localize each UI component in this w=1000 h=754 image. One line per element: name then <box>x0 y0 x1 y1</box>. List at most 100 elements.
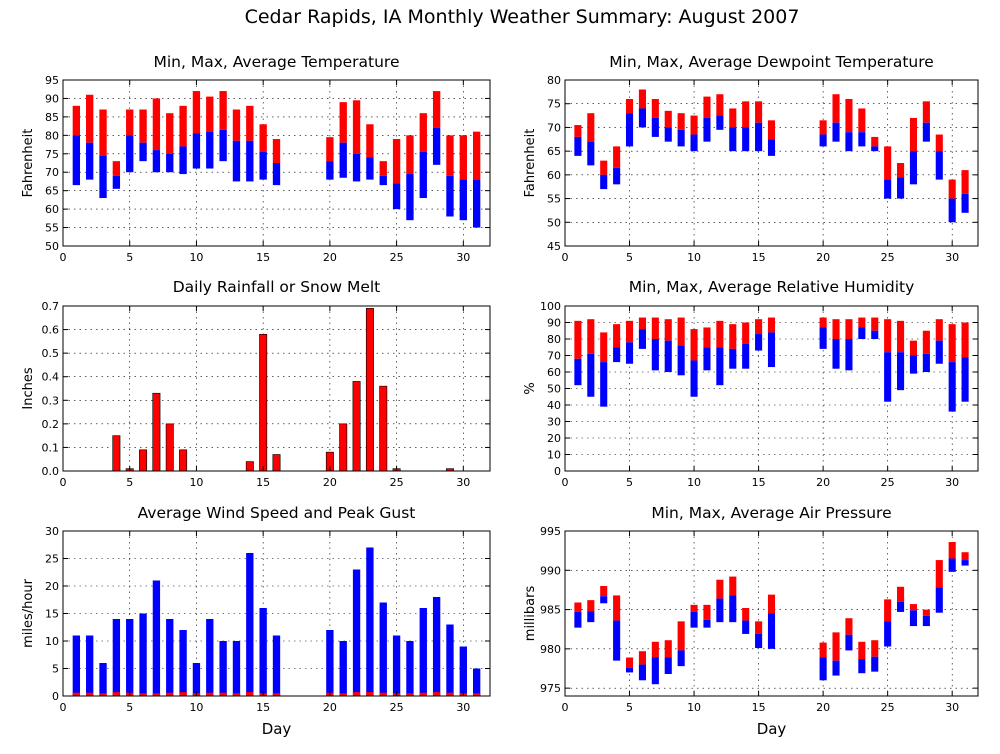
bar-max-day-7 <box>651 317 659 339</box>
bar-max-day-21 <box>832 632 840 661</box>
bar-gust-day-21 <box>339 641 347 696</box>
bar-avgwind-day-28 <box>432 692 441 696</box>
ytick-label: 980 <box>540 643 561 656</box>
bar-max-day-16 <box>767 317 776 333</box>
x-axis-label-pressure: Day <box>757 720 787 738</box>
xtick-label: 10 <box>687 251 701 264</box>
bar-max-day-10 <box>192 91 201 134</box>
bar-max-day-2 <box>587 319 595 354</box>
bar-min-day-7 <box>152 150 161 173</box>
ytick-label: 0.0 <box>42 465 60 478</box>
bar-max-day-29 <box>935 319 943 341</box>
bar-gust-day-28 <box>432 597 441 696</box>
bar-max-day-2 <box>587 113 595 142</box>
bar-gust-day-8 <box>166 619 174 696</box>
bar-max-day-22 <box>845 618 853 635</box>
bar-min-day-22 <box>845 634 853 651</box>
bar-max-day-24 <box>871 640 879 657</box>
ytick-label: 20 <box>547 432 561 445</box>
xtick-label: 20 <box>323 476 337 489</box>
bar-min-day-5 <box>625 342 634 364</box>
bar-min-day-9 <box>677 345 685 376</box>
bar-min-day-24 <box>871 656 879 672</box>
ytick-label: 0.4 <box>42 371 60 384</box>
plot-frame-temperature <box>62 79 491 247</box>
bar-min-day-12 <box>219 129 227 162</box>
page-title: Cedar Rapids, IA Monthly Weather Summary… <box>245 6 800 28</box>
bar-rain-day-8 <box>165 423 174 472</box>
xtick-label: 15 <box>752 701 766 714</box>
bar-max-day-4 <box>613 595 621 621</box>
chart-dewpoint: Min, Max, Average Dewpoint Temperature 45… <box>523 53 979 264</box>
bar-min-day-2 <box>587 353 595 397</box>
bar-min-day-4 <box>613 167 621 185</box>
xtick-label: 30 <box>945 701 959 714</box>
bar-max-day-31 <box>961 170 969 194</box>
bar-min-day-16 <box>272 163 281 186</box>
bar-max-day-3 <box>600 332 608 363</box>
bar-max-day-10 <box>690 329 698 361</box>
bar-min-day-25 <box>392 183 401 210</box>
xtick-label: 10 <box>687 476 701 489</box>
bar-max-day-1 <box>574 320 582 359</box>
bar-max-day-20 <box>819 317 827 328</box>
ytick-label: 95 <box>45 74 59 87</box>
bar-max-day-20 <box>326 137 334 162</box>
chart-title-temperature: Min, Max, Average Temperature <box>153 53 399 71</box>
bar-min-day-26 <box>897 177 905 199</box>
bar-max-day-14 <box>742 608 750 621</box>
ytick-label: 45 <box>547 240 561 253</box>
bar-min-day-8 <box>664 340 672 372</box>
ytick-label: 985 <box>540 604 561 617</box>
bar-min-day-6 <box>638 329 646 349</box>
bar-max-day-22 <box>845 319 853 339</box>
bar-max-day-26 <box>406 135 414 175</box>
xtick-label: 0 <box>60 701 67 714</box>
bar-min-day-16 <box>767 613 776 649</box>
xtick-label: 10 <box>189 701 203 714</box>
bar-max-day-8 <box>664 319 672 341</box>
bar-max-day-29 <box>935 134 943 152</box>
bar-min-day-14 <box>742 127 750 152</box>
bar-min-day-5 <box>625 113 634 147</box>
bar-min-day-30 <box>459 179 467 221</box>
chart-title-rainfall: Daily Rainfall or Snow Melt <box>173 278 381 296</box>
y-axis-label-temperature: Fahrenheit <box>21 129 36 198</box>
ytick-label: 5 <box>52 663 59 676</box>
bar-min-day-3 <box>99 155 107 199</box>
bar-min-day-9 <box>677 650 685 667</box>
bar-max-day-13 <box>729 108 737 128</box>
bar-max-day-26 <box>897 586 905 602</box>
bar-avgwind-day-9 <box>179 692 187 696</box>
bar-min-day-25 <box>884 179 892 199</box>
bar-min-day-3 <box>600 362 608 407</box>
bar-gust-day-11 <box>206 619 214 696</box>
bar-max-day-2 <box>86 94 94 143</box>
bar-min-day-28 <box>922 615 930 627</box>
bar-gust-day-25 <box>392 635 401 696</box>
ytick-label: 25 <box>45 553 59 566</box>
bar-max-day-12 <box>716 320 724 348</box>
bar-max-day-4 <box>112 161 121 176</box>
bar-rain-day-6 <box>139 449 148 472</box>
bar-max-day-27 <box>909 340 918 356</box>
bar-avgwind-day-24 <box>379 692 387 696</box>
ytick-label: 975 <box>540 682 561 695</box>
bar-avgwind-day-27 <box>419 692 427 696</box>
ytick-label: 50 <box>45 240 59 253</box>
xtick-label: 5 <box>126 701 133 714</box>
ytick-label: 0.2 <box>42 418 60 431</box>
chart-title-dewpoint: Min, Max, Average Dewpoint Temperature <box>609 53 934 71</box>
ytick-label: 10 <box>45 635 59 648</box>
bar-min-day-2 <box>587 611 595 623</box>
ytick-label: 80 <box>547 74 561 87</box>
bar-min-day-24 <box>871 146 879 152</box>
ytick-label: 0.7 <box>42 300 60 313</box>
ytick-label: 55 <box>547 193 561 206</box>
bar-max-day-5 <box>126 109 134 136</box>
chart-humidity: Min, Max, Average Relative Humidity 0 10 20… <box>523 278 979 489</box>
ytick-label: 50 <box>547 216 561 229</box>
bar-gust-day-30 <box>459 646 467 696</box>
bar-min-day-1 <box>574 136 582 156</box>
bar-min-day-27 <box>419 151 427 199</box>
